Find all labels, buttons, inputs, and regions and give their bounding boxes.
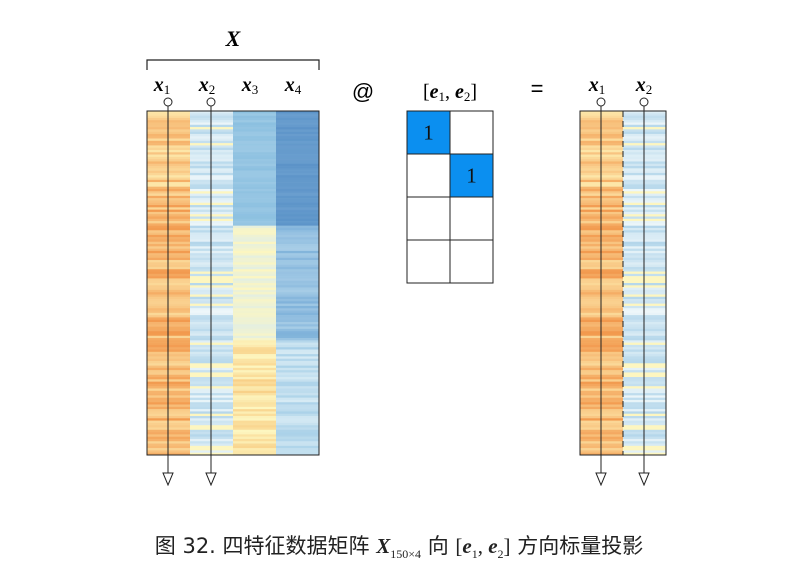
x3-header: x3 bbox=[241, 74, 259, 97]
caption-e1: e bbox=[462, 534, 472, 558]
caption-suffix: 方向标量投影 bbox=[510, 534, 644, 558]
figure-caption: 图 32. 四特征数据矩阵 X150×4 向 [e1, e2] 方向标量投影 bbox=[0, 530, 798, 562]
caption-prefix: 图 32. 四特征数据矩阵 bbox=[154, 534, 377, 558]
projection-cell bbox=[406, 196, 451, 241]
matrix-x-border bbox=[146, 110, 320, 456]
projection-cell bbox=[406, 239, 451, 284]
caption-e1-sub: 1 bbox=[471, 547, 478, 562]
x-projection-lines bbox=[163, 97, 216, 484]
x4-header: x4 bbox=[284, 74, 302, 97]
projection-cell bbox=[449, 196, 494, 241]
caption-mid: 向 bbox=[421, 534, 456, 558]
projection-cell bbox=[449, 110, 494, 155]
result-x2-origin-circle bbox=[639, 97, 649, 107]
matrix-x-label: X bbox=[225, 26, 242, 51]
result-x2-header: x2 bbox=[635, 74, 653, 97]
x2-origin-circle bbox=[206, 97, 216, 107]
projection-cell bbox=[449, 239, 494, 284]
equals-sign: = bbox=[531, 76, 544, 101]
projection-cell bbox=[406, 153, 451, 198]
projection-cell-value: 1 bbox=[423, 121, 434, 145]
caption-bracket-open: [ bbox=[455, 534, 463, 558]
caption-matrix-sub: 150×4 bbox=[390, 547, 422, 562]
projection-cell bbox=[406, 110, 451, 155]
result-x1-origin-circle bbox=[596, 97, 606, 107]
x1-header: x1 bbox=[153, 74, 171, 97]
x2-header: x2 bbox=[198, 74, 216, 97]
projection-label: [e1, e2] bbox=[423, 81, 477, 104]
projection-cell-value: 1 bbox=[466, 164, 477, 188]
result-column-headers: x1 x2 bbox=[588, 74, 653, 97]
x-column-headers: x1 x2 x3 x4 bbox=[153, 74, 302, 97]
caption-bracket-close: ] bbox=[503, 534, 511, 558]
matrix-x-bracket bbox=[146, 59, 320, 70]
matrix-x-heatmap bbox=[147, 111, 319, 456]
caption-e2-sub: 2 bbox=[497, 547, 504, 562]
caption-matrix: X bbox=[376, 534, 391, 558]
caption-sep: , bbox=[477, 534, 489, 558]
x1-origin-circle bbox=[163, 97, 173, 107]
caption-e2: e bbox=[488, 534, 498, 558]
result-x1-header: x1 bbox=[588, 74, 606, 97]
matmul-operator: @ bbox=[352, 79, 374, 104]
projection-matrix-grid: 11 bbox=[406, 110, 494, 284]
result-projection-lines bbox=[596, 97, 649, 484]
